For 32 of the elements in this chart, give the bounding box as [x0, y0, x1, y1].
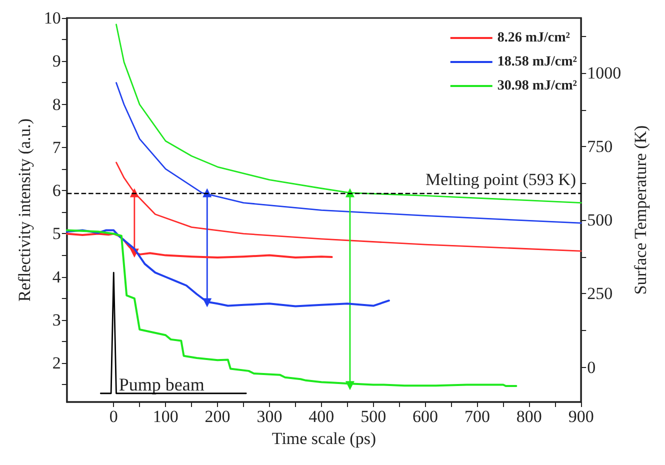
y-tick-label: 8 [52, 94, 61, 114]
legend-label: 30.98 mJ/cm² [497, 78, 577, 94]
x-tick-label: 400 [308, 407, 334, 426]
y2-axis-title: Surface Temperature (K) [631, 125, 650, 295]
x-tick-label: 300 [256, 407, 282, 426]
ref-line-label: Melting point (593 K) [425, 170, 576, 189]
y-tick-label: 5 [52, 224, 61, 244]
y-tick-label: 9 [52, 52, 61, 71]
y-tick-label: 10 [44, 8, 61, 28]
y2-tick-label: 250 [587, 284, 613, 304]
x-tick-label: 100 [152, 407, 178, 426]
x-tick-label: 0 [109, 407, 118, 426]
x-tick-label: 800 [516, 407, 542, 426]
y2-tick-label: 500 [587, 210, 613, 230]
annotation: Pump beam [118, 374, 204, 394]
y-tick-label: 6 [52, 181, 61, 200]
y-tick-label: 7 [52, 138, 62, 157]
y-axis-title: Reflectivity intensity (a.u.) [15, 118, 34, 302]
legend-label: 18.58 mJ/cm² [497, 54, 577, 70]
x-tick-label: 900 [568, 407, 594, 426]
y2-tick-label: 1000 [587, 64, 622, 83]
legend-label: 8.26 mJ/cm² [497, 30, 570, 46]
y-tick-label: 2 [52, 354, 61, 373]
x-axis-title: Time scale (ps) [272, 428, 376, 448]
y2-tick-label: 750 [587, 137, 613, 156]
x-tick-label: 200 [204, 407, 230, 426]
x-tick-label: 600 [412, 407, 438, 426]
y-tick-label: 4 [52, 267, 62, 286]
y-tick-label: 3 [52, 310, 61, 330]
x-tick-label: 500 [360, 407, 386, 426]
x-tick-label: 700 [464, 407, 490, 426]
y2-tick-label: 0 [587, 358, 596, 377]
